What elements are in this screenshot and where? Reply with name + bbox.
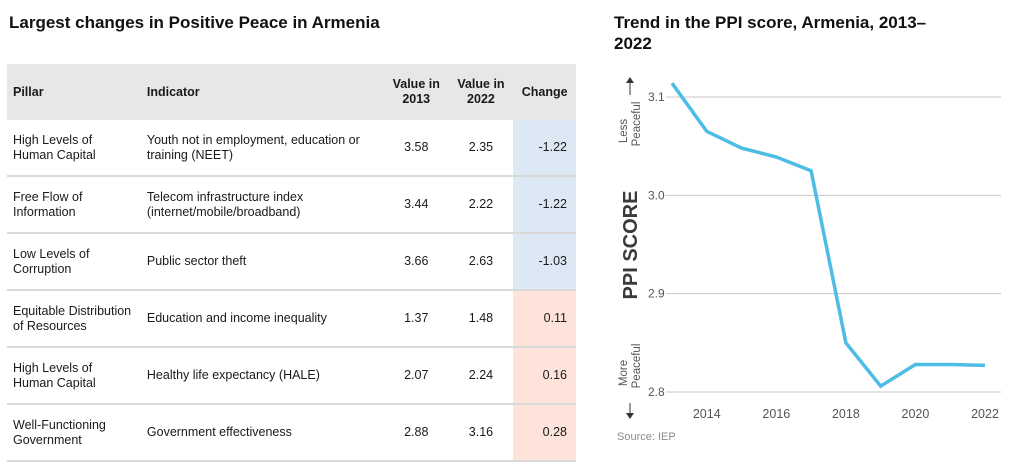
col-header-value-2013: Value in2013 [384,64,449,120]
table-row: Equitable Distribution of ResourcesEduca… [7,290,576,347]
y-tick-label: 2.9 [648,287,665,301]
value-2022-cell: 2.63 [449,233,514,290]
value-2013-cell: 1.37 [384,290,449,347]
change-cell: 0.28 [513,404,576,461]
indicator-cell: Telecom infrastructure index (internet/m… [147,176,384,233]
table-row: Low Levels of CorruptionPublic sector th… [7,233,576,290]
pillar-cell: High Levels of Human Capital [7,347,147,404]
x-tick-label: 2020 [902,407,930,421]
value-2022-cell: 2.35 [449,120,514,176]
less-peaceful-label-line2: Peaceful [631,102,643,147]
table-row: High Levels of Human CapitalYouth not in… [7,120,576,176]
pillar-cell: High Levels of Human Capital [7,120,147,176]
change-cell: -1.03 [513,233,576,290]
col-header-indicator: Indicator [147,64,384,120]
col-header-value-2022: Value in2022 [449,64,514,120]
col-header-text: Value in [393,77,440,91]
positive-peace-table: Pillar Indicator Value in2013 Value in20… [7,64,576,462]
col-header-pillar: Pillar [7,64,147,120]
col-header-text: Value in [457,77,504,91]
indicator-cell: Education and income inequality [147,290,384,347]
table-header-row: Pillar Indicator Value in2013 Value in20… [7,64,576,120]
col-header-text: Indicator [147,85,200,99]
pillar-cell: Well-Functioning Government [7,404,147,461]
more-peaceful-label-line1: More [618,360,630,386]
x-tick-label: 2018 [832,407,860,421]
col-header-text: Pillar [13,85,44,99]
source-note: Source: IEP [617,431,676,443]
change-cell: 0.16 [513,347,576,404]
value-2013-cell: 3.58 [384,120,449,176]
y-tick-label: 3.0 [648,188,665,202]
y-axis-title: PPI SCORE [620,191,642,300]
value-2022-cell: 3.16 [449,404,514,461]
value-2013-cell: 3.66 [384,233,449,290]
table-row: High Levels of Human CapitalHealthy life… [7,347,576,404]
y-tick-label: 3.1 [648,90,665,104]
pillar-cell: Equitable Distribution of Resources [7,290,147,347]
indicator-cell: Healthy life expectancy (HALE) [147,347,384,404]
col-header-text: Change [522,85,568,99]
pillar-cell: Low Levels of Corruption [7,233,147,290]
down-arrow-head-icon [626,413,634,419]
series-line-armenia [672,83,985,386]
x-tick-label: 2014 [693,407,721,421]
table-title: Largest changes in Positive Peace in Arm… [9,12,380,33]
ppi-trend-chart: 2.8 2.9 3.0 3.1 2014 2016 2018 2020 2022 PPI SCOR… [600,55,1020,430]
indicator-cell: Government effectiveness [147,404,384,461]
less-peaceful-label-line1: Less [618,119,630,144]
value-2013-cell: 3.44 [384,176,449,233]
more-peaceful-label-line2: Peaceful [631,344,643,389]
y-tick-label: 2.8 [648,385,665,399]
up-arrow-head-icon [626,77,634,83]
value-2022-cell: 2.24 [449,347,514,404]
value-2022-cell: 2.22 [449,176,514,233]
pillar-cell: Free Flow of Information [7,176,147,233]
value-2022-cell: 1.48 [449,290,514,347]
change-cell: -1.22 [513,120,576,176]
value-2013-cell: 2.88 [384,404,449,461]
x-tick-label: 2022 [971,407,999,421]
table-row: Well-Functioning GovernmentGovernment ef… [7,404,576,461]
change-cell: 0.11 [513,290,576,347]
table-row: Free Flow of InformationTelecom infrastr… [7,176,576,233]
col-header-text: 2013 [402,92,430,106]
col-header-change: Change [513,64,576,120]
change-cell: -1.22 [513,176,576,233]
x-tick-label: 2016 [762,407,790,421]
col-header-text: 2022 [467,92,495,106]
indicator-cell: Youth not in employment, education or tr… [147,120,384,176]
indicator-cell: Public sector theft [147,233,384,290]
chart-title: Trend in the PPI score, Armenia, 2013–20… [614,12,934,54]
value-2013-cell: 2.07 [384,347,449,404]
